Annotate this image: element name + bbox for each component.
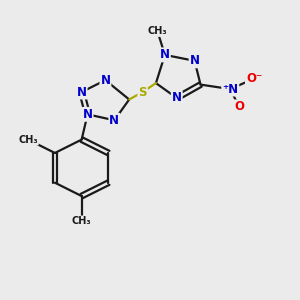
Text: N: N: [160, 48, 170, 62]
Text: N: N: [172, 92, 182, 104]
Text: CH₃: CH₃: [72, 216, 92, 226]
Text: CH₃: CH₃: [18, 135, 38, 145]
Text: CH₃: CH₃: [148, 26, 167, 36]
Text: N: N: [190, 54, 200, 67]
Text: S: S: [138, 85, 147, 98]
Text: N: N: [109, 114, 119, 127]
Text: O⁻: O⁻: [246, 72, 262, 85]
Text: O: O: [234, 100, 244, 113]
Text: N: N: [76, 85, 87, 98]
Text: N: N: [100, 74, 110, 87]
Text: N: N: [82, 108, 93, 121]
Text: ⁺N: ⁺N: [222, 82, 238, 96]
